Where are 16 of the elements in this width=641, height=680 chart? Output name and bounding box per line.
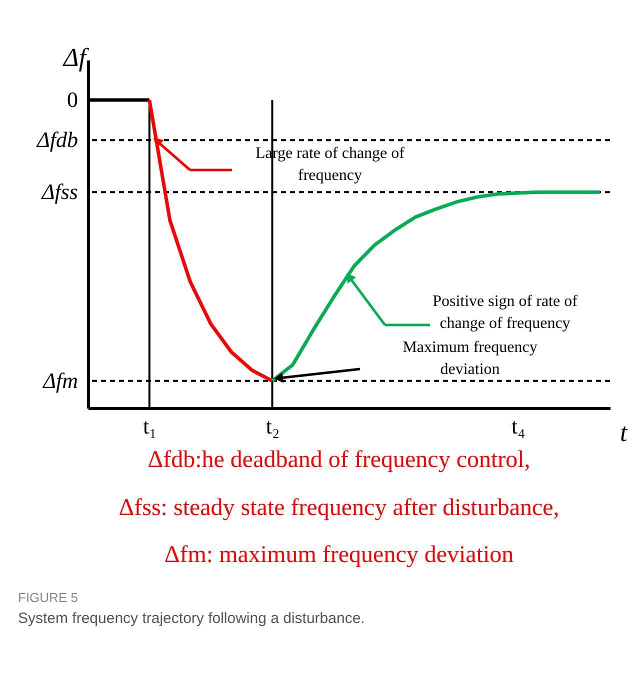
text: 0 [67,87,78,112]
annotation: Positive sign of rate of change of frequency [432,293,578,332]
x-tick-label: t₄ [511,414,526,438]
y-axis-title: Δf [62,43,90,72]
ref-line-label: Δfdb [36,127,78,152]
annotation: Maximum frequency deviation [402,339,538,378]
text: Δfdb:he deadband of frequency control, [148,447,530,473]
x-tick-label: t₂ [266,414,280,438]
x-axis-title: t [620,418,628,447]
text: FIGURE 5 [18,590,78,605]
text: Δfm: maximum frequency deviation [164,542,514,568]
ref-line-label: Δfss [40,179,78,204]
text: Δfss: steady state frequency after disturbance, [118,495,560,521]
ref-line-label: Δfm [42,368,78,393]
text: System frequency trajectory following a disturbance. [18,610,365,627]
x-tick-label: t₁ [143,414,157,438]
